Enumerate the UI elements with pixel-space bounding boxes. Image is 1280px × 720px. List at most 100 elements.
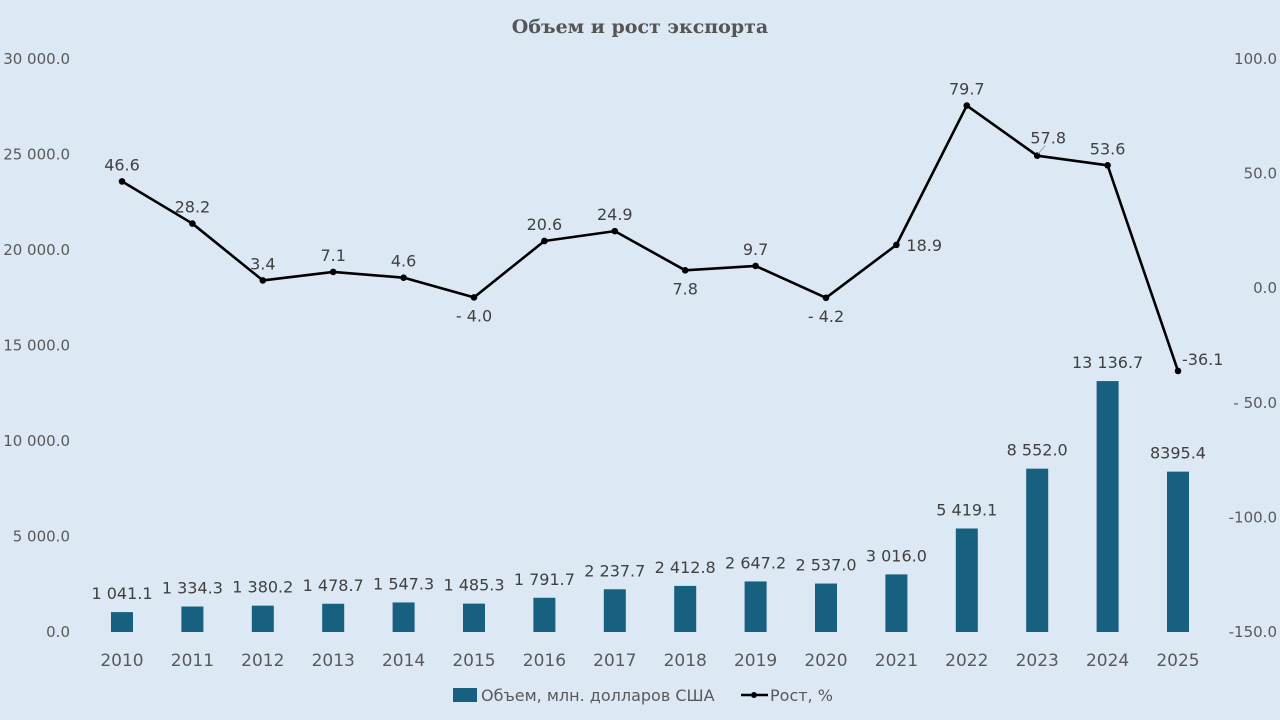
bar-data-label: 1 547.3 xyxy=(373,574,434,593)
y-axis-right: -150.0 -100.0 - 50.0 0.0 50.0 100.0 xyxy=(1229,50,1277,641)
line-point xyxy=(189,220,196,227)
growth-line xyxy=(121,104,1180,372)
x-tick-label: 2018 xyxy=(664,651,707,671)
line-data-label: 20.6 xyxy=(527,215,563,234)
x-tick-label: 2012 xyxy=(241,651,284,671)
bar xyxy=(392,602,415,632)
bar xyxy=(181,606,204,632)
line-point xyxy=(611,227,619,235)
line-point xyxy=(470,294,478,301)
line-point xyxy=(541,237,548,245)
label-leader-line xyxy=(1037,145,1046,155)
line-point xyxy=(1104,162,1111,169)
line-data-label: 3.4 xyxy=(250,254,275,273)
x-tick-label: 2015 xyxy=(452,651,495,671)
line-point xyxy=(681,267,689,274)
y-left-tick-label: 30 000.0 xyxy=(3,50,70,68)
y-right-tick-label: - 50.0 xyxy=(1233,394,1277,412)
bar xyxy=(744,581,767,632)
bar-data-label: 1 334.3 xyxy=(162,579,223,598)
bar xyxy=(1026,468,1049,632)
line-point xyxy=(400,274,407,281)
bar-series xyxy=(111,381,1189,632)
bar xyxy=(533,597,556,632)
y-right-tick-label: -100.0 xyxy=(1229,508,1277,526)
y-right-tick-label: 100.0 xyxy=(1234,50,1277,68)
bar-data-label: 1 485.3 xyxy=(443,576,504,595)
line-data-label: 7.8 xyxy=(672,279,697,298)
line-data-label: 57.8 xyxy=(1030,129,1066,148)
bar xyxy=(885,574,908,632)
line-series xyxy=(118,102,1182,375)
bar xyxy=(463,603,485,632)
bar-data-label: 2 412.8 xyxy=(655,558,716,577)
line-data-label: 46.6 xyxy=(104,155,140,174)
x-tick-label: 2014 xyxy=(382,651,425,671)
bar-data-label: 2 647.2 xyxy=(725,553,786,572)
bar-data-label: 2 537.0 xyxy=(795,556,856,575)
line-point xyxy=(893,241,900,249)
y-left-tick-label: 0.0 xyxy=(46,623,70,641)
bar xyxy=(815,583,837,632)
bar xyxy=(955,528,978,632)
line-data-label: 9.7 xyxy=(743,240,768,259)
line-data-label: 28.2 xyxy=(175,198,211,217)
x-tick-label: 2022 xyxy=(945,651,988,671)
bar xyxy=(322,603,345,632)
legend-label-volume: Объем, млн. долларов США xyxy=(481,686,715,705)
line-data-label: 18.9 xyxy=(906,236,942,255)
line-point xyxy=(259,277,267,284)
bar xyxy=(1167,471,1189,632)
legend: Объем, млн. долларов США Рост, % xyxy=(453,686,833,705)
line-data-label: 7.1 xyxy=(320,246,345,265)
line-data-label: - 4.0 xyxy=(456,306,492,325)
bar-data-label: 1 478.7 xyxy=(303,576,364,595)
y-left-tick-label: 25 000.0 xyxy=(3,146,70,164)
y-right-tick-label: 50.0 xyxy=(1244,165,1277,183)
line-point xyxy=(1174,367,1182,375)
x-axis: 2010 2011 2012 2013 2014 2015 2016 2017 2018 2019… xyxy=(100,651,1199,671)
bar xyxy=(251,605,274,632)
y-axis-left: 0.0 5 000.0 10 000.0 15 000.0 20 000.0 25 000… xyxy=(3,50,70,641)
chart-title: Объем и рост экспорта xyxy=(512,16,768,38)
line-point xyxy=(822,294,830,302)
line-point xyxy=(329,268,337,276)
y-right-tick-label: 0.0 xyxy=(1253,279,1277,297)
legend-swatch-volume xyxy=(453,688,477,702)
line-data-label: 24.9 xyxy=(597,205,633,224)
bar-data-label: 2 237.7 xyxy=(584,561,645,580)
bar xyxy=(111,612,133,632)
x-tick-label: 2020 xyxy=(804,651,847,671)
y-left-tick-label: 20 000.0 xyxy=(3,241,70,259)
line-data-label: 53.6 xyxy=(1090,139,1126,158)
legend-marker-growth xyxy=(751,692,757,698)
bar xyxy=(603,589,626,632)
line-point xyxy=(752,262,759,270)
line-point xyxy=(1033,152,1041,160)
bar-data-label: 5 419.1 xyxy=(936,500,997,519)
bar-data-label: 1 380.2 xyxy=(232,578,293,597)
bar-data-label: 1 041.1 xyxy=(91,584,152,603)
x-tick-label: 2021 xyxy=(875,651,918,671)
y-left-tick-label: 15 000.0 xyxy=(3,337,70,355)
line-data-label: 79.7 xyxy=(949,80,985,99)
x-tick-label: 2019 xyxy=(734,651,777,671)
x-tick-label: 2010 xyxy=(100,651,143,671)
line-data-label: -36.1 xyxy=(1182,350,1223,369)
y-left-tick-label: 10 000.0 xyxy=(3,432,70,450)
line-data-label: 4.6 xyxy=(391,252,416,271)
x-tick-label: 2011 xyxy=(171,651,214,671)
bar-data-label: 3 016.0 xyxy=(866,546,927,565)
legend-label-growth: Рост, % xyxy=(770,686,833,705)
x-tick-label: 2025 xyxy=(1156,651,1199,671)
line-data-label: - 4.2 xyxy=(808,307,844,326)
x-tick-label: 2017 xyxy=(593,651,636,671)
bar-data-labels: 1 041.1 1 334.3 1 380.2 1 478.7 1 547.3 1 485… xyxy=(91,353,1206,603)
bar-data-label: 8 552.0 xyxy=(1007,441,1068,460)
x-tick-label: 2024 xyxy=(1086,651,1129,671)
bar-data-label: 8395.4 xyxy=(1150,444,1206,463)
line-point xyxy=(118,178,126,185)
y-left-tick-label: 5 000.0 xyxy=(13,528,70,546)
bar xyxy=(674,585,697,632)
